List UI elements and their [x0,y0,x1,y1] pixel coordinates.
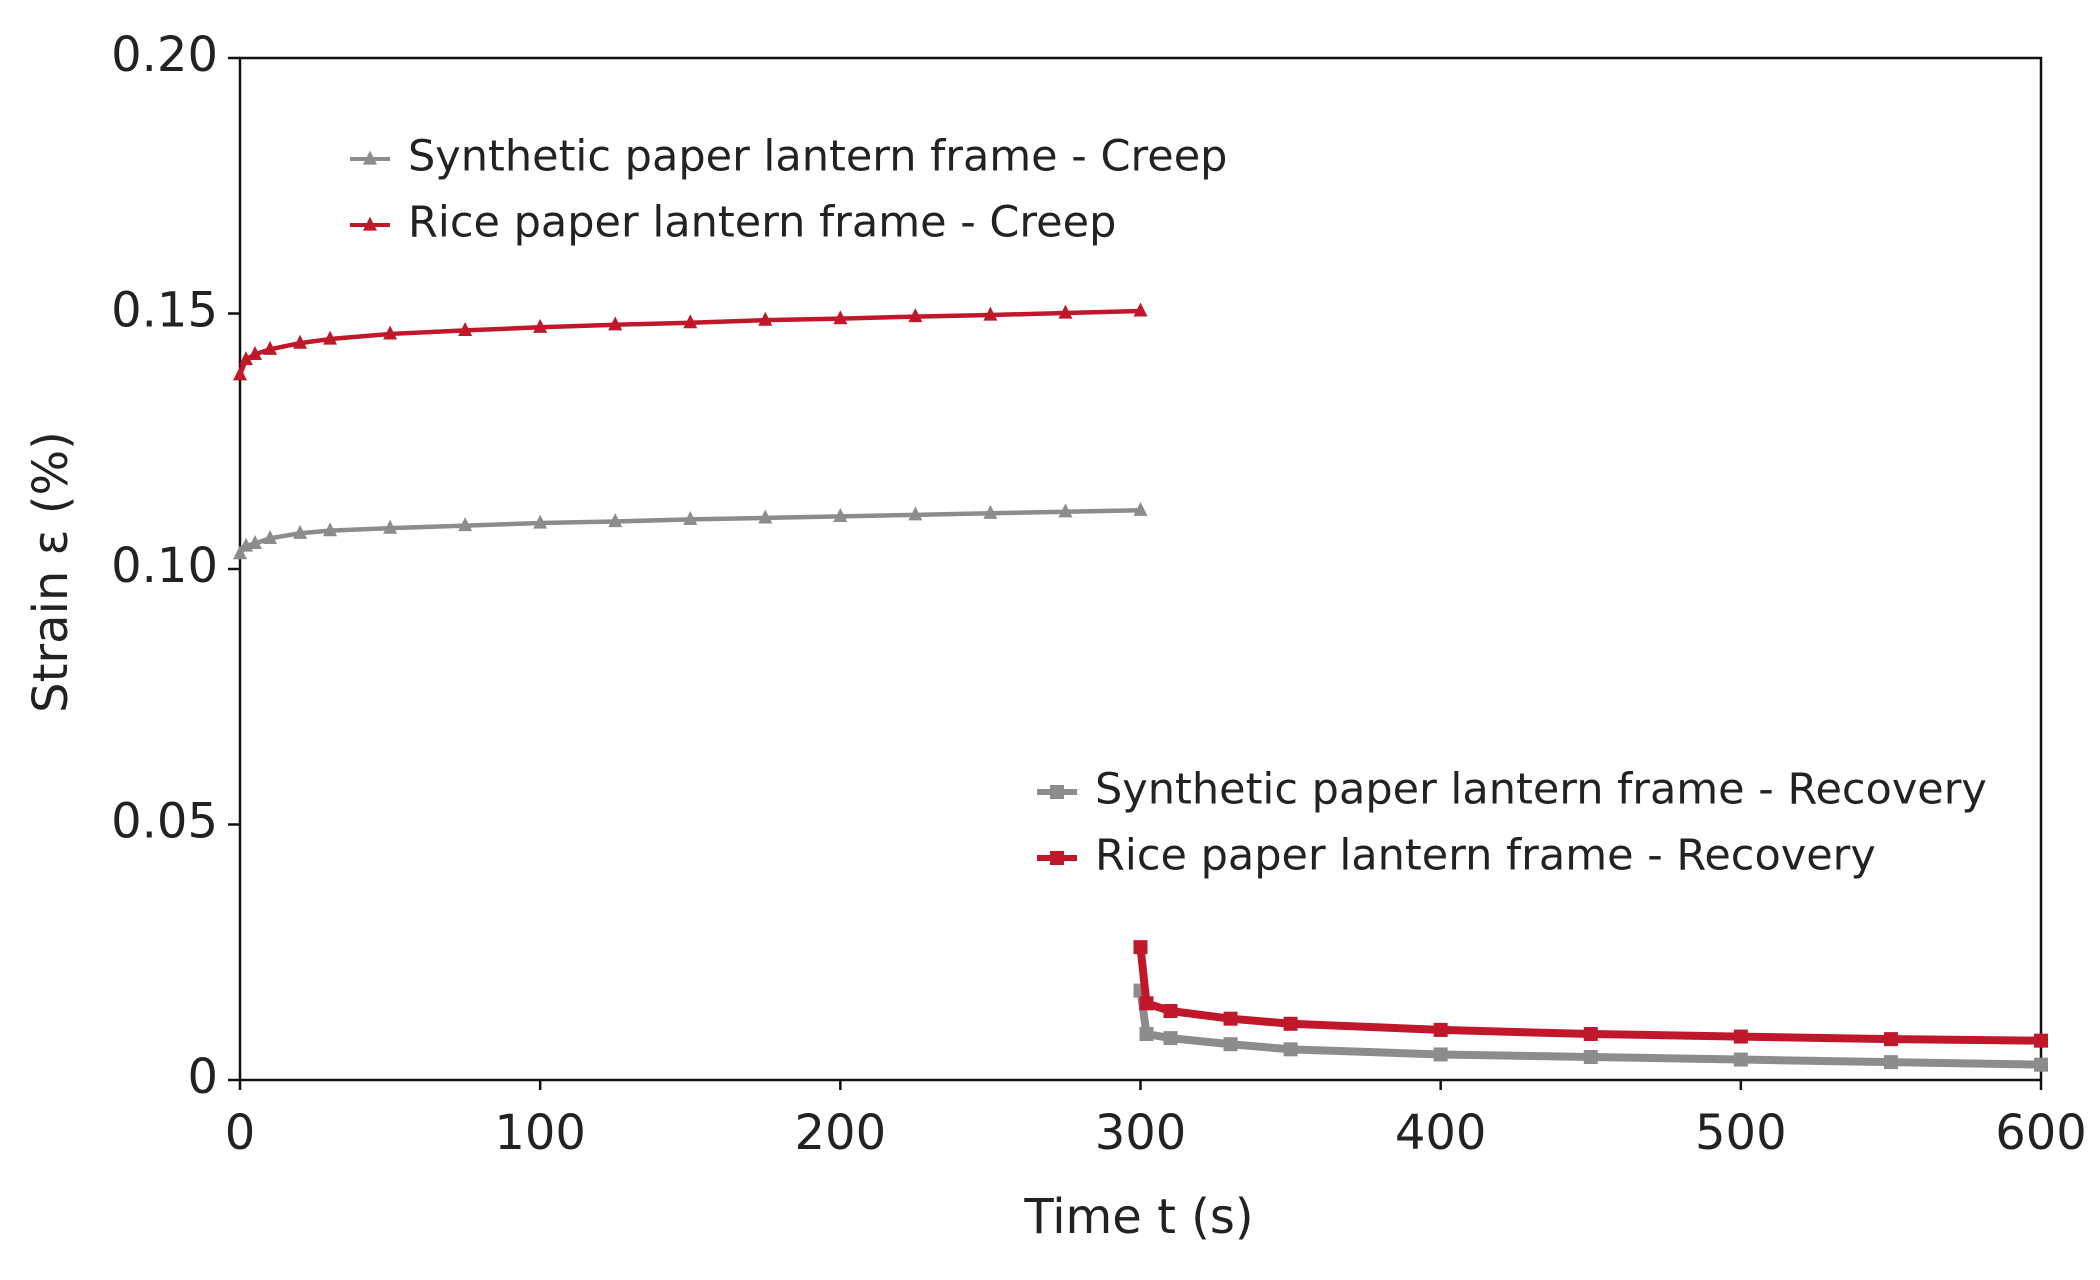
legend-label: Rice paper lantern frame - Recovery [1095,831,1876,881]
marker [1163,1031,1178,1046]
marker [323,330,338,345]
series-line [1136,946,2042,1045]
marker [1733,1052,1748,1067]
x-tick-label: 300 [1095,1105,1187,1161]
legend-label: Rice paper lantern frame - Creep [408,198,1116,248]
marker [1050,785,1064,799]
marker [683,511,698,526]
marker [908,506,923,521]
y-tick-label: 0.05 [111,794,218,850]
marker [1133,302,1148,317]
x-tick-label: 0 [225,1105,256,1161]
marker [383,325,398,340]
marker [263,529,278,544]
marker [1163,1004,1178,1019]
x-tick-label: 200 [795,1105,887,1161]
marker [1133,940,1148,955]
marker [533,318,548,333]
marker [263,340,278,355]
marker [1433,1022,1448,1037]
marker [323,522,338,537]
marker [983,306,998,321]
marker [1733,1029,1748,1044]
marker [233,366,247,381]
marker [458,517,473,532]
marker [1058,304,1073,319]
marker [608,513,623,528]
marker [248,345,263,360]
marker [363,216,377,231]
legend-label: Synthetic paper lantern frame - Recovery [1095,765,1987,815]
marker [1223,1037,1238,1052]
marker [1050,851,1064,865]
marker [2034,1057,2048,1072]
marker [608,316,623,331]
marker [1583,1050,1598,1065]
marker [1283,1042,1298,1057]
x-tick-label: 400 [1395,1105,1487,1161]
marker [1883,1032,1898,1047]
marker [758,509,773,524]
y-axis-label: Strain ε (%) [23,431,79,713]
series-line [1136,990,2042,1069]
marker [1433,1047,1448,1062]
marker [1058,503,1073,518]
marker [1883,1055,1898,1070]
x-axis-label: Time t (s) [1023,1189,1253,1245]
marker [758,311,773,326]
x-tick-label: 500 [1695,1105,1787,1161]
marker [293,334,308,349]
marker [833,310,848,325]
y-tick-label: 0 [187,1049,218,1105]
marker [239,351,254,366]
marker [458,321,473,336]
marker [833,507,848,522]
marker [1139,1027,1154,1042]
marker [1223,1011,1238,1026]
y-tick-label: 0.15 [111,283,218,339]
y-tick-label: 0.20 [111,27,218,83]
x-tick-label: 100 [494,1105,586,1161]
marker [1583,1027,1598,1042]
marker [293,524,308,539]
x-tick-label: 600 [1995,1105,2087,1161]
marker [1139,996,1154,1011]
marker [2034,1033,2048,1048]
marker [983,504,998,519]
y-tick-label: 0.10 [111,538,218,594]
marker [533,514,548,529]
legend-label: Synthetic paper lantern frame - Creep [408,132,1227,182]
marker [683,314,698,329]
marker [908,308,923,323]
marker [233,545,247,560]
marker [383,519,398,534]
marker [248,535,263,550]
marker [1133,501,1148,516]
marker [363,150,377,165]
marker [1283,1016,1298,1031]
